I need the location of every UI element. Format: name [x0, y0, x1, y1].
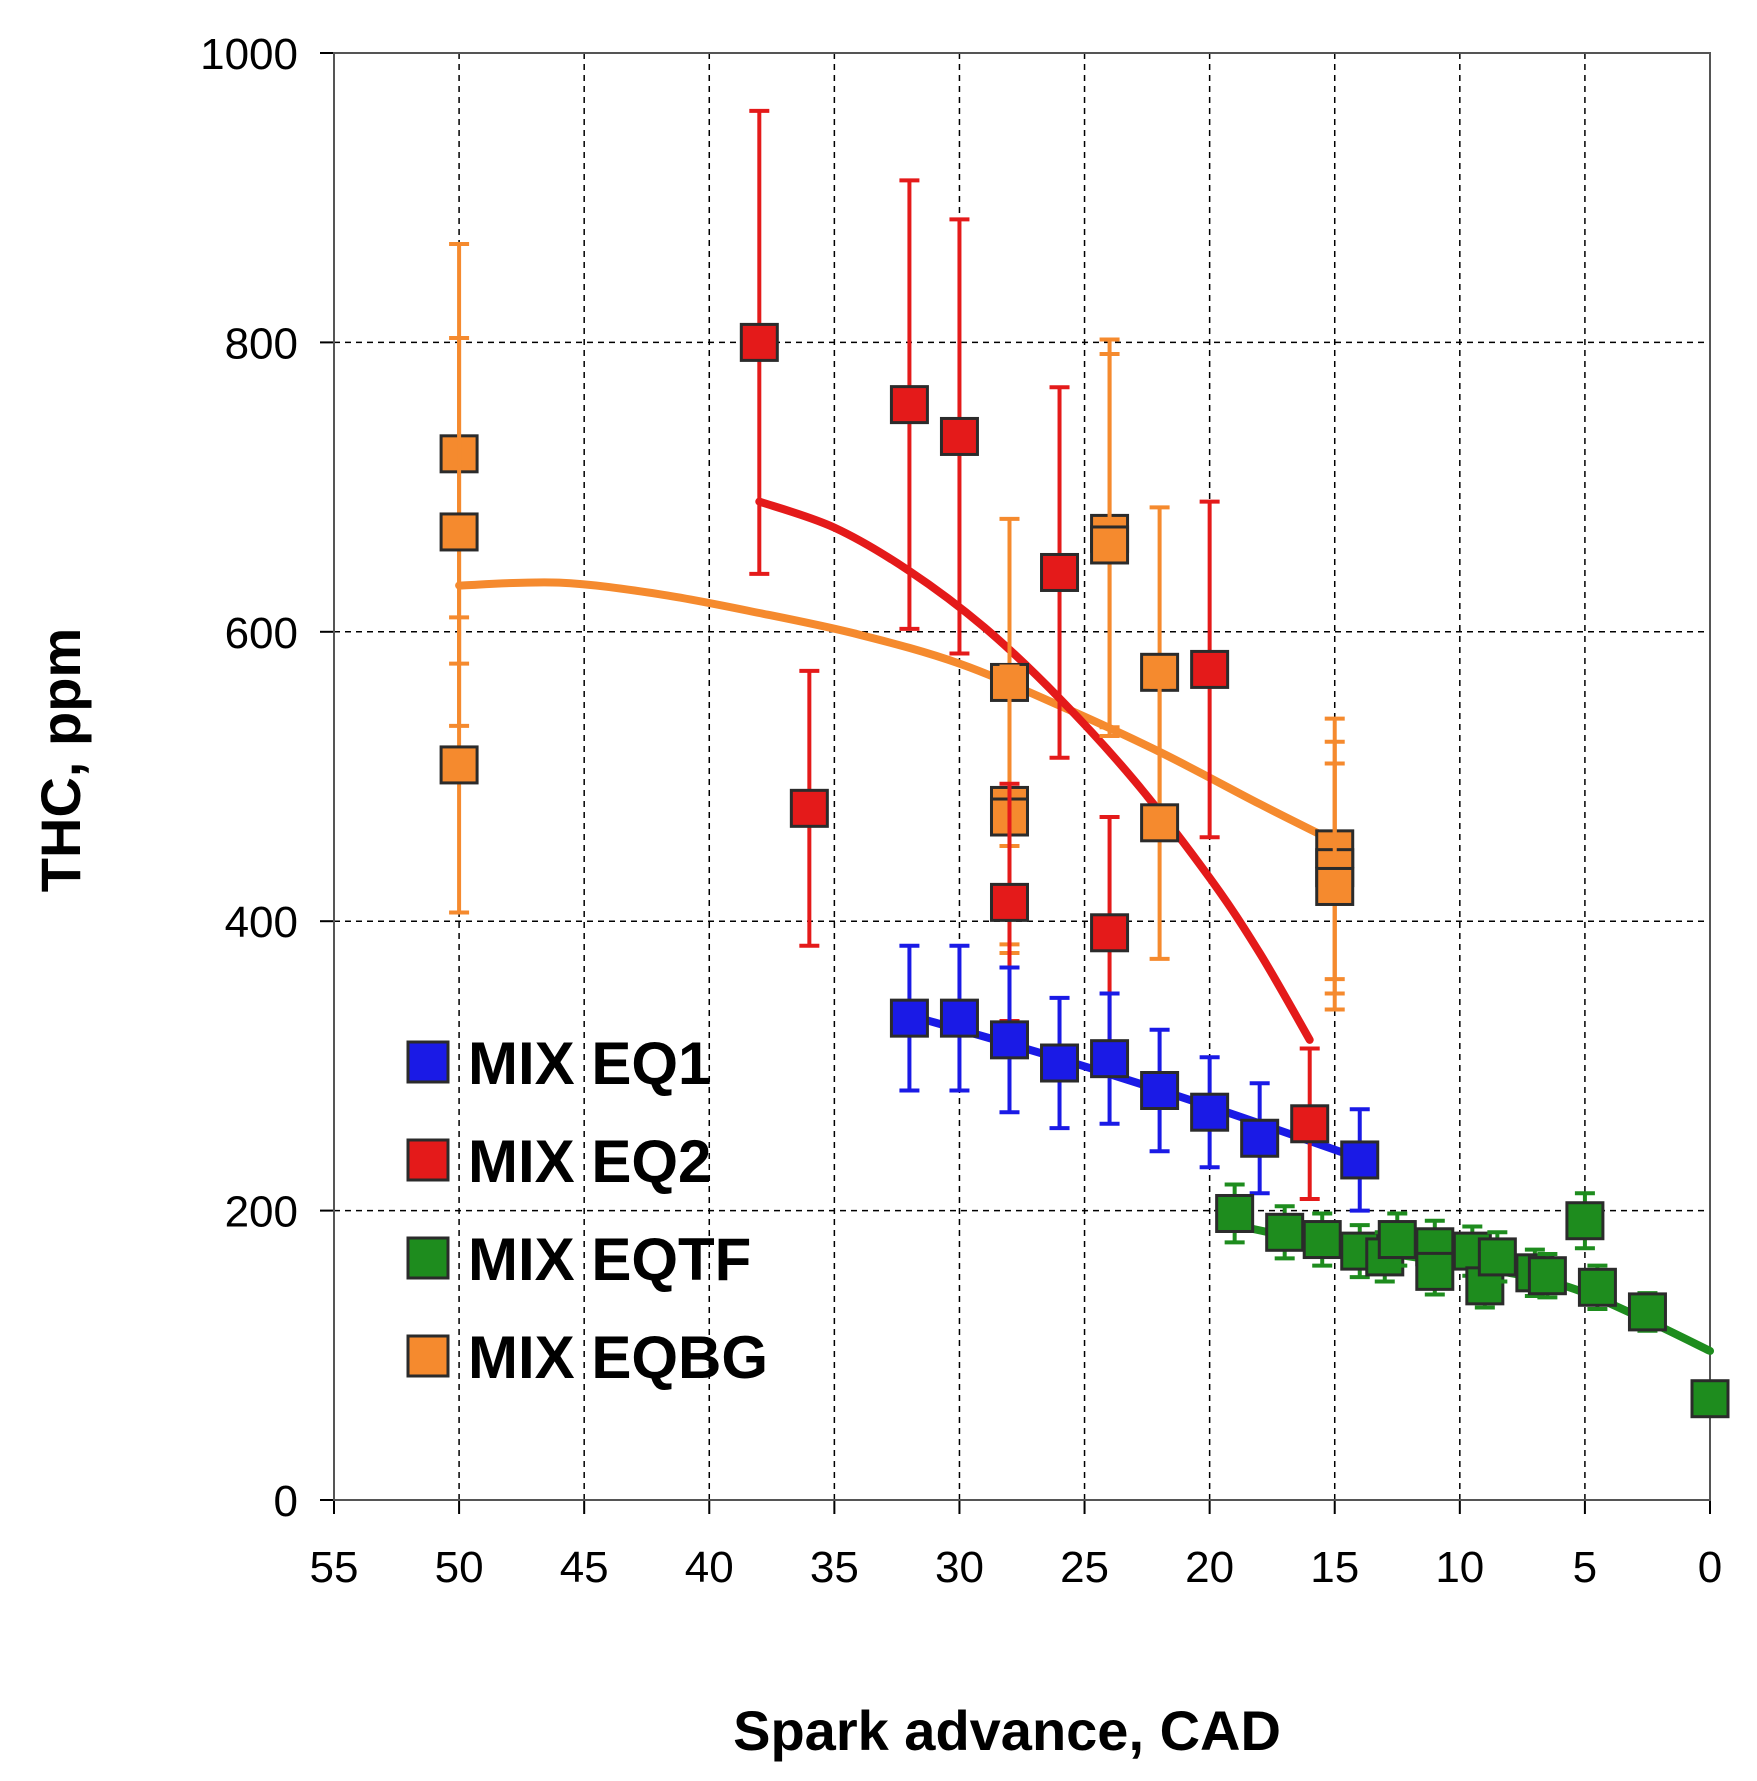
y-tick-label: 0	[274, 1477, 298, 1526]
mix-eqtf-point	[1265, 1212, 1305, 1252]
mix-eqtf-point	[1215, 1193, 1255, 1233]
mix-eqbg-point	[1140, 803, 1180, 843]
y-tick-label: 200	[225, 1188, 298, 1237]
x-tick-label: 55	[310, 1543, 359, 1592]
mix-eq1-point	[1240, 1118, 1280, 1158]
mix-eq2-point	[889, 385, 929, 425]
mix-eqbg-point	[439, 512, 479, 552]
mix-eq1-legend-entry: MIX EQ1	[406, 1030, 711, 1097]
mix-eqbg-legend-swatch	[406, 1334, 450, 1378]
mix-eqtf-point	[1377, 1220, 1417, 1260]
mix-eqtf-point	[1477, 1237, 1517, 1277]
mix-eqbg-point	[439, 745, 479, 785]
mix-eqtf-legend-entry: MIX EQTF	[406, 1226, 751, 1293]
mix-eq2-legend-swatch	[406, 1138, 450, 1182]
mix-eqtf-point	[1302, 1220, 1342, 1260]
x-tick-label: 40	[685, 1543, 734, 1592]
mix-eq1-legend-label: MIX EQ1	[468, 1030, 711, 1097]
mix-eq1-point	[939, 998, 979, 1038]
mix-eq2-point	[1190, 649, 1230, 689]
x-tick-label: 15	[1310, 1543, 1359, 1592]
mix-eqtf-point	[1527, 1256, 1567, 1296]
x-tick-label: 35	[810, 1543, 859, 1592]
mix-eqtf-point	[1690, 1379, 1730, 1419]
plot-frame	[333, 52, 1711, 1501]
y-tick-label: 800	[225, 319, 298, 368]
mix-eqtf-point	[1627, 1292, 1667, 1332]
mix-eq1-point	[1140, 1070, 1180, 1110]
x-axis-title: Spark advance, CAD	[733, 1699, 1281, 1762]
mix-eq1-point	[1040, 1043, 1080, 1083]
y-axis-title: THC, ppm	[29, 628, 92, 892]
mix-eqtf-legend-label: MIX EQTF	[468, 1226, 751, 1293]
mix-eq2-point	[739, 322, 779, 362]
mix-eq2-point	[939, 416, 979, 456]
mix-eqbg-point	[1315, 866, 1355, 906]
mix-eq1-legend-swatch	[406, 1040, 450, 1084]
x-tick-label: 20	[1185, 1543, 1234, 1592]
mix-eq2-point	[1290, 1104, 1330, 1144]
x-tick-label: 25	[1060, 1543, 1109, 1592]
x-tick-label: 30	[935, 1543, 984, 1592]
mix-eq2-legend-label: MIX EQ2	[468, 1128, 711, 1195]
mix-eq2-point	[1090, 913, 1130, 953]
x-tick-label: 10	[1435, 1543, 1484, 1592]
mix-eq2-point	[989, 882, 1029, 922]
x-tick-label: 5	[1573, 1543, 1597, 1592]
mix-eq1-point	[889, 998, 929, 1038]
mix-eq1-point	[989, 1020, 1029, 1060]
mix-eqtf-point	[1577, 1267, 1617, 1307]
mix-eq1-point	[1090, 1039, 1130, 1079]
x-tick-label: 0	[1698, 1543, 1722, 1592]
mix-eqbg-legend-label: MIX EQBG	[468, 1324, 768, 1391]
mix-eq2-point	[789, 788, 829, 828]
mix-eq2-fit-line	[755, 497, 1314, 1044]
y-tick-label: 1000	[200, 30, 298, 79]
y-tick-label: 600	[225, 609, 298, 658]
mix-eq1-point	[1190, 1092, 1230, 1132]
mix-eqtf-point	[1415, 1251, 1455, 1291]
legend-layer: MIX EQ1 MIX EQ2 MIX EQTF MIX EQBG	[406, 1030, 768, 1391]
y-tick-label: 400	[225, 898, 298, 947]
mix-eqbg-fit-line	[455, 578, 1339, 846]
mix-eqtf-point	[1565, 1201, 1605, 1241]
x-tick-label: 50	[435, 1543, 484, 1592]
point-layer	[439, 108, 1730, 1419]
mix-eq2-legend-entry: MIX EQ2	[406, 1128, 711, 1195]
mix-eq2-point	[1040, 552, 1080, 592]
mix-eqbg-legend-entry: MIX EQBG	[406, 1324, 768, 1391]
x-tick-label: 45	[560, 1543, 609, 1592]
mix-eqtf-legend-swatch	[406, 1236, 450, 1280]
mix-eq1-point	[1340, 1140, 1380, 1180]
mix-eqbg-point	[1090, 525, 1130, 565]
